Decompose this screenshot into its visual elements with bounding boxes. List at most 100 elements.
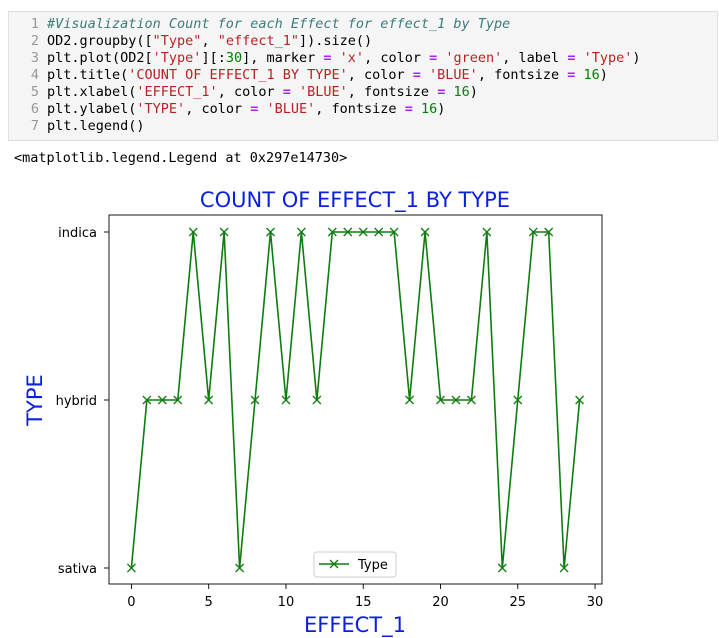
- code-token: 'green': [445, 50, 503, 66]
- y-axis-label: TYPE: [23, 374, 47, 427]
- code-token: 'Type': [152, 50, 202, 66]
- code-line: #Visualization Count for each Effect for…: [47, 16, 641, 33]
- line-number: 3: [30, 50, 39, 66]
- code-token: 16: [583, 67, 600, 83]
- code-line: plt.xlabel('EFFECT_1', color = 'BLUE', f…: [47, 84, 641, 101]
- data-point-marker: [482, 227, 492, 237]
- data-point-marker: [126, 563, 136, 573]
- x-tick-label: 10: [278, 595, 295, 610]
- data-point-marker: [157, 395, 167, 405]
- series-line: [130, 231, 581, 569]
- code-token: OD2.groupby([: [47, 33, 153, 49]
- data-point-marker: [374, 227, 384, 237]
- code-token: "effect_1": [217, 33, 299, 49]
- code-line: plt.title('COUNT OF EFFECT_1 BY TYPE', c…: [47, 67, 641, 84]
- data-point-marker: [266, 227, 275, 237]
- code-token: 16: [453, 84, 470, 100]
- code-line: plt.plot(OD2['Type'][:30], marker = 'x',…: [47, 50, 641, 67]
- code-token: ], marker: [242, 50, 324, 66]
- code-token: =: [282, 84, 291, 100]
- code-line: plt.legend(): [47, 118, 641, 135]
- code-token: =: [567, 67, 576, 83]
- code-token: plt.title(: [47, 67, 129, 83]
- code-token: =: [250, 101, 259, 117]
- line-number: 1: [30, 16, 39, 32]
- legend-marker: [329, 559, 339, 569]
- code-line: plt.ylabel('TYPE', color = 'BLUE', fonts…: [47, 101, 641, 118]
- code-token: "Type": [152, 33, 202, 49]
- data-point-marker: [389, 227, 399, 237]
- data-point-marker: [436, 395, 445, 405]
- code-token: =: [437, 84, 446, 100]
- code-editor[interactable]: #Visualization Count for each Effect for…: [47, 16, 641, 135]
- data-point-marker: [343, 227, 353, 237]
- legend: Type: [313, 551, 397, 578]
- code-token: , fontsize: [477, 67, 568, 83]
- x-axis-label: EFFECT_1: [304, 613, 406, 638]
- code-token: , fontsize: [347, 84, 438, 100]
- x-tick-label: 15: [355, 595, 372, 610]
- line-number: 2: [30, 33, 39, 49]
- code-token: , color: [185, 101, 251, 117]
- code-token: =: [567, 50, 576, 66]
- line-number: 7: [30, 118, 39, 134]
- x-axis-ticks: 0 5 10 15 20 25 30: [127, 584, 603, 610]
- legend-swatch: [319, 559, 349, 569]
- code-token: 'EFFECT_1': [136, 84, 218, 100]
- legend-box: [313, 551, 397, 578]
- y-tick-label: sativa: [58, 562, 97, 577]
- data-point-marker: [513, 395, 523, 405]
- code-token: 30: [225, 50, 243, 66]
- data-point-marker: [296, 227, 306, 237]
- code-token: =: [412, 67, 421, 83]
- y-tick-label: indica: [58, 226, 97, 241]
- code-token: plt.legend(): [47, 118, 145, 134]
- line-number: 5: [30, 84, 39, 100]
- data-point-marker: [420, 227, 430, 237]
- code-token: 'BLUE': [429, 67, 478, 83]
- code-token: 'x': [339, 50, 365, 66]
- code-token: ,: [201, 33, 218, 49]
- data-point-marker: [358, 227, 368, 237]
- code-token: 'Type': [583, 50, 633, 66]
- data-point-marker: [327, 227, 337, 237]
- y-tick-label: hybrid: [56, 394, 97, 409]
- data-point-marker: [204, 395, 214, 405]
- cell-output-text: <matplotlib.legend.Legend at 0x297e14730…: [14, 150, 348, 166]
- legend-label: Type: [357, 558, 388, 573]
- code-token: , color: [364, 50, 430, 66]
- data-point-marker: [528, 227, 538, 237]
- data-point-marker: [544, 227, 554, 237]
- code-token: =: [429, 50, 438, 66]
- code-token: 'COUNT OF EFFECT_1 BY TYPE': [128, 67, 348, 83]
- data-point-marker: [173, 395, 183, 405]
- data-point-marker: [142, 395, 152, 405]
- series-layer: [126, 227, 585, 573]
- data-point-marker: [250, 395, 260, 405]
- code-token: plt.xlabel(: [47, 84, 137, 100]
- code-token: , color: [347, 67, 413, 83]
- code-token: , color: [217, 84, 283, 100]
- line-number: 6: [30, 101, 39, 117]
- data-point-marker: [559, 563, 569, 573]
- code-token: 'BLUE': [266, 101, 316, 117]
- x-tick-label: 5: [205, 595, 213, 610]
- code-token: 'TYPE': [136, 101, 186, 117]
- code-line: OD2.groupby(["Type", "effect_1"]).size(): [47, 33, 641, 50]
- code-token: #Visualization Count for each Effect for…: [47, 16, 511, 32]
- line-number: 4: [30, 67, 39, 83]
- x-tick-label: 30: [587, 595, 604, 610]
- code-token: =: [323, 50, 332, 66]
- code-token: 16: [420, 101, 438, 117]
- chart-title: COUNT OF EFFECT_1 BY TYPE: [200, 188, 510, 213]
- code-token: ][:: [201, 50, 226, 66]
- code-token: ): [599, 67, 608, 83]
- x-tick-label: 20: [432, 595, 449, 610]
- code-token: =: [404, 101, 413, 117]
- code-token: , label: [502, 50, 568, 66]
- code-token: plt.plot(OD2[: [47, 50, 153, 66]
- data-point-marker: [312, 395, 322, 405]
